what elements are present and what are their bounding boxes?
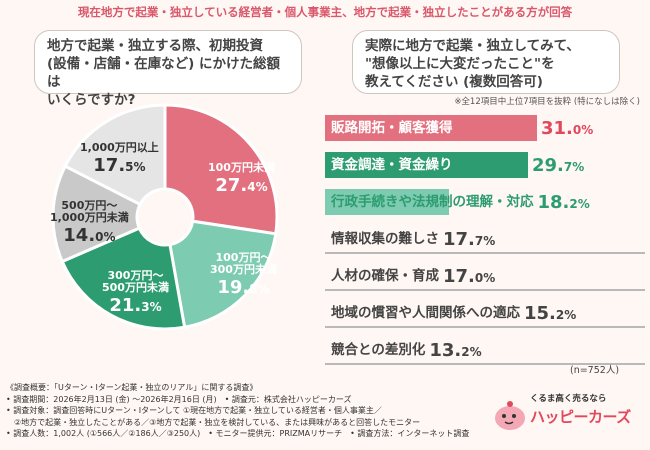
pie-slice-category: 100万円〜 <box>215 251 272 264</box>
question-line: 教えてください (複数回答可) <box>365 74 543 90</box>
bar-baseline <box>325 252 645 254</box>
pie-slice-category: 300万円〜 <box>107 269 164 282</box>
bar-row: 行政手続きや法規制の理解・対応 18.2% <box>325 189 645 215</box>
bar-value-label: 17.0% <box>443 266 496 287</box>
bar-category-label: 行政手続きや法規制の理解・対応 <box>331 194 534 210</box>
bar-value-label: 18.2% <box>537 192 590 213</box>
pie-slice-label: 100万円未満 27.4% <box>208 161 275 197</box>
bar-value-label: 13.2% <box>429 340 482 361</box>
pie-slice-value: 27.4% <box>215 175 268 197</box>
pie-slice <box>168 219 278 330</box>
bar-row: 資金調達・資金繰り 29.7% <box>325 152 645 178</box>
footnote-line: ②地方で起業・独立したことがある／③地方で起業・独立を検討している、または興味が… <box>6 417 421 427</box>
bar-category-label: 地域の慣習や人間関係への適応 <box>331 305 520 321</box>
pie-slice-category: 500万円〜 <box>61 199 118 212</box>
bar-value-label: 29.7% <box>532 155 585 176</box>
bar-category-label: 資金調達・資金繰り <box>331 157 453 173</box>
pie-slice-value: 19.8% <box>217 277 270 299</box>
pie-slice-label: 500万円〜 1,000万円未満 14.0% <box>50 199 129 247</box>
pie-slice-category: 1,000万円未満 <box>50 211 129 225</box>
bar-row: 販路開拓・顧客獲得 31.0% <box>325 115 645 141</box>
question-line: 地方で起業・独立する際、初期投資 <box>47 38 263 54</box>
bar-row: 人材の確保・育成 17.0% <box>325 263 645 291</box>
bar-row: 地域の慣習や人間関係への適応 15.2% <box>325 300 645 328</box>
bar-value-label: 31.0% <box>541 118 594 139</box>
bar-baseline <box>325 289 645 291</box>
footnote-line: • 調査期間：2026年2月13日 (金) 〜2026年2月16日 (月) • … <box>6 394 352 404</box>
bar-baseline <box>325 363 645 365</box>
bar-fill <box>325 152 528 178</box>
question-line: 実際に地方で起業・独立してみて、 <box>365 38 580 54</box>
pie-slice-label: 300万円〜 500万円未満 21.3% <box>102 269 169 317</box>
survey-footnotes: 《調査概要：「Uターン・Iターン起業・独立のリアル」に関する調査》 • 調査期間… <box>6 382 476 440</box>
pie-slice-value: 21.3% <box>109 295 162 317</box>
pie-slice-value: 14.0% <box>63 225 116 247</box>
bar-category-label: 人材の確保・育成 <box>331 268 439 284</box>
pie-slice <box>63 103 167 207</box>
pie-slice-label: 1,000万円以上 17.5% <box>80 141 159 177</box>
logo-tagline: くるま高く売るなら <box>530 394 607 404</box>
footnote-line: • 調査人数：1,002人 (①566人／②186人／③250人) • モニター… <box>6 429 470 438</box>
logo-brand: ハッピーカーズ <box>530 408 631 426</box>
mascot-icon <box>495 401 525 430</box>
items-note: ※全12項目中上位7項目を抜粋 (特になしは除く) <box>454 97 640 107</box>
sample-size-label: (n=752人) <box>570 365 620 376</box>
pie-slice <box>163 103 279 236</box>
footnote-line: 《調査概要：「Uターン・Iターン起業・独立のリアル」に関する調査》 <box>6 383 258 392</box>
bar-category-label: 情報収集の難しさ <box>331 231 439 247</box>
bar-row: 情報収集の難しさ 17.7% <box>325 226 645 254</box>
header-caption: 現在地方で起業・独立している経営者・個人事業主、地方で起業・独立したことがある方… <box>77 5 573 19</box>
bar-baseline <box>325 326 645 328</box>
bar-value-label: 17.7% <box>443 229 496 250</box>
pie-slice-label: 100万円〜 300万円未満 19.8% <box>210 251 277 299</box>
footnote-line: • 調査対象：調査回答時にUターン・Iターンして ①現在地方で起業・独立している… <box>6 406 382 415</box>
question-line: (設備・店舗・在庫など) にかけた総額は <box>47 56 281 90</box>
pie-slice-category: 300万円未満 <box>210 263 277 277</box>
pie-slice-category: 500万円未満 <box>102 281 169 295</box>
pie-slice-category: 1,000万円以上 <box>80 141 159 154</box>
investment-pie-chart: 100万円未満 27.4% 100万円〜 300万円未満 19.8% 300万円〜 500万… <box>40 92 290 342</box>
question-line: "想像以上に大変だったこと"を <box>365 56 555 72</box>
bar-fill <box>325 115 537 141</box>
bar-fill <box>325 189 449 215</box>
pie-slice-value: 17.5% <box>93 155 146 177</box>
bar-value-label: 15.2% <box>524 303 577 324</box>
question-box-difficulties: 実際に地方で起業・独立してみて、 "想像以上に大変だったこと"を 教えてください… <box>352 30 620 94</box>
bar-category-label: 競合との差別化 <box>331 342 426 358</box>
pie-slice-category: 100万円未満 <box>208 161 275 174</box>
bar-row: 競合との差別化 13.2% <box>325 337 645 365</box>
happycars-logo: くるま高く売るなら ハッピーカーズ <box>490 390 640 440</box>
question-box-investment: 地方で起業・独立する際、初期投資 (設備・店舗・在庫など) にかけた総額は いく… <box>34 30 302 108</box>
pie-slice <box>51 164 143 264</box>
pie-svg <box>51 103 279 331</box>
pie-slice <box>60 226 187 331</box>
bar-category-label: 販路開拓・顧客獲得 <box>331 120 453 136</box>
question-line: いくらですか? <box>47 92 136 108</box>
